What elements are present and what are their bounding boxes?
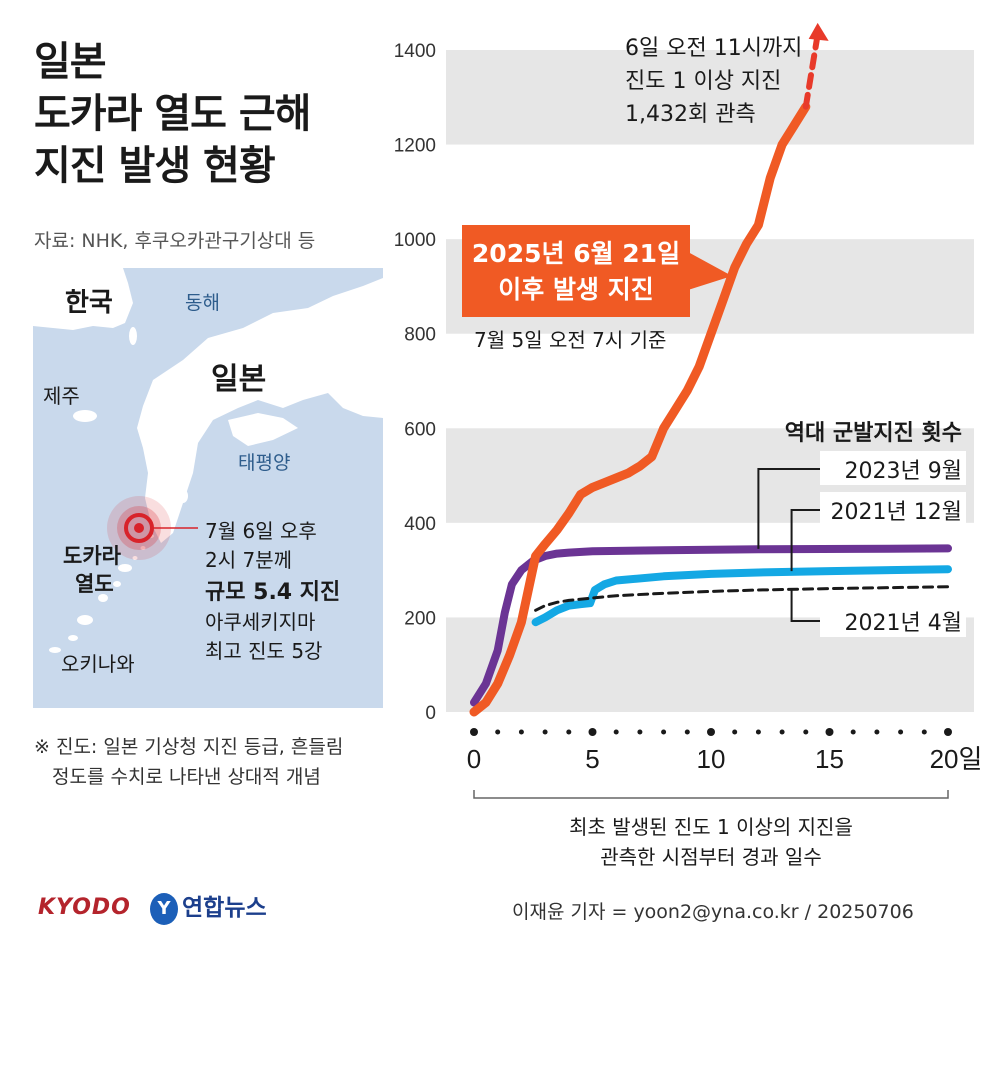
kyodo-logo: KYODO [38,895,131,920]
map-label-tokara-1: 도카라 [63,544,121,568]
map-label-jeju: 제주 [43,384,80,408]
source-text: 자료: NHK, 후쿠오카관구기상대 등 [34,230,316,252]
current-label-pointer [688,252,732,290]
y-tick-label: 0 [425,703,436,724]
japan-map [33,268,383,653]
x-tick-label: 0 [467,744,481,774]
map-label-japan: 일본 [211,362,267,397]
x-axis-dot [518,729,524,735]
legend-leader [790,589,822,622]
title-line-3: 지진 발생 현황 [34,143,276,189]
x-axis-bracket [473,790,949,799]
island-chain [49,477,188,653]
legend-title: 역대 군발지진 횟수 [785,421,962,446]
y-tick-label: 1400 [394,41,436,62]
quake-line-2: 2시 7분께 [205,548,293,572]
x-axis-dot [944,728,952,736]
x-axis-dot [588,728,597,736]
x-axis-dot [850,729,856,735]
epicenter-icon [134,523,144,533]
x-axis-dot [661,729,667,735]
shikoku-land [228,413,298,446]
map-panel: 한국 동해 제주 일본 태평양 도카라 열도 오키나와 7월 6일 오후 2시 … [33,268,383,708]
current-label-text: 이후 발생 지진 [498,275,653,304]
tsushima-island [129,327,137,345]
x-tick-label: 15 [815,744,844,774]
x-tick-label: 20일 [930,744,983,774]
yonhap-logo: Y 연합뉴스 [150,888,267,925]
y-tick-label: 200 [404,608,436,629]
legend-label-bg [820,451,966,485]
x-axis-dot [732,729,738,735]
legend-leader [790,509,822,572]
x-axis-dot [566,729,572,735]
title-line-2: 도카라 열도 근해 [34,91,311,137]
x-axis-title: 최초 발생된 진도 1 이상의 지진을 [569,815,853,839]
x-axis-dot [637,729,643,735]
x-axis-dot [803,729,809,735]
y-tick-label: 600 [404,419,436,440]
x-axis-dot [613,729,619,735]
epicenter-ring [124,513,154,543]
arrow-annotation: 6일 오전 11시까지 [625,36,802,61]
page-title: 일본 도카라 열도 근해 지진 발생 현황 [34,36,311,192]
series-line [534,585,950,612]
series-line [802,31,821,110]
y-tick-label: 800 [404,325,436,346]
map-label-pacific: 태평양 [238,452,291,474]
current-label-box [462,225,690,317]
current-label-text: 2025년 6월 21일 [472,239,680,268]
yonhap-logo-icon: Y [150,892,178,925]
legend-leader [757,468,822,549]
quake-line-4: 아쿠세키지마 [205,610,316,634]
x-axis-dot [874,729,880,735]
yonhap-wordmark: 연합뉴스 [182,895,267,921]
arrow-annotation: 진도 1 이상 지진 [625,69,781,94]
map-label-tokara-2: 열도 [75,572,114,596]
jeju-island [73,410,97,422]
x-axis-dot [779,729,785,735]
x-axis-dot [921,729,927,735]
quake-line-3: 규모 5.4 지진 [205,580,341,605]
legend-entry: 2021년 12월 [831,500,962,525]
grid-band [446,50,974,145]
legend-entry: 2023년 9월 [845,459,962,484]
y-tick-label: 1000 [394,230,436,251]
arrow-head-icon [808,22,829,41]
note-line-2: 정도를 수치로 나타낸 상대적 개념 [52,766,321,788]
arrow-annotation: 1,432회 관측 [625,102,756,127]
x-axis-dot [707,728,715,736]
series-line [531,565,952,627]
series-line [470,544,952,707]
japan-land [137,278,383,543]
korea-land [33,268,133,330]
legend-label-bg [820,603,966,637]
x-axis-dot [495,729,501,735]
x-axis-dot [898,729,904,735]
x-axis-dot [684,729,690,735]
x-axis-dot [470,728,478,736]
y-tick-label: 1200 [394,136,436,157]
current-sub-label: 7월 5일 오전 7시 기준 [474,328,666,352]
map-label-okinawa: 오키나와 [61,652,135,676]
y-tick-label: 400 [404,514,436,535]
title-line-1: 일본 [34,39,107,85]
x-axis-dot [542,729,548,735]
x-axis-dot [755,729,761,735]
map-label-east-sea: 동해 [185,292,220,314]
quake-line-1: 7월 6일 오후 [205,519,317,543]
x-tick-label: 10 [697,744,726,774]
legend-label-bg [820,492,966,526]
x-tick-label: 5 [585,744,599,774]
note-line-1: ※ 진도: 일본 기상청 지진 등급, 흔들림 [34,736,344,758]
x-axis-title: 관측한 시점부터 경과 일수 [600,845,821,869]
x-axis-dot [825,728,834,736]
series-line [469,102,811,717]
credit-text: 이재윤 기자 = yoon2@yna.co.kr / 20250706 [512,901,914,923]
legend-entry: 2021년 4월 [845,611,962,636]
map-label-korea: 한국 [65,288,113,318]
intensity-note: ※ 진도: 일본 기상청 지진 등급, 흔들림 정도를 수치로 나타낸 상대적 … [34,732,343,792]
quake-line-5: 최고 진도 5강 [205,639,323,663]
